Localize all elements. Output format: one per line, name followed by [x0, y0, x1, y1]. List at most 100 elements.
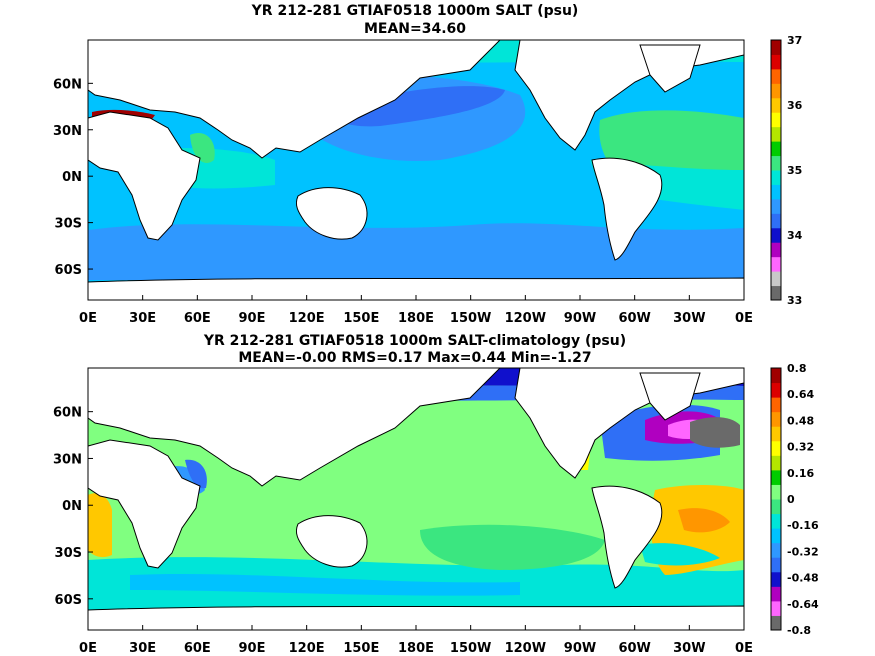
bottom-colorbar-swatch — [771, 557, 781, 573]
bottom-colorbar-label: -0.48 — [787, 572, 819, 585]
top-colorbar-label: 36 — [787, 99, 803, 112]
top-arabian — [190, 132, 215, 163]
top-ytick-label: 60S — [55, 263, 82, 278]
bottom-xtick-label: 0E — [79, 641, 97, 656]
top-colorbar-swatch — [771, 198, 781, 214]
top-xtick-label: 90E — [239, 311, 266, 326]
bottom-colorbar-swatch — [771, 528, 781, 544]
top-title: YR 212-281 GTIAF0518 1000m SALT (psu) — [251, 3, 579, 19]
top-colorbar-swatch — [771, 141, 781, 157]
bottom-colorbar-swatch — [771, 499, 781, 515]
bottom-colorbar-frame — [770, 367, 782, 631]
bottom-colorbar-swatch — [771, 542, 781, 558]
top-xtick-label: 150W — [450, 311, 491, 326]
bottom-colorbar-label: 0.32 — [787, 441, 814, 454]
bottom-colorbar-label: -0.64 — [787, 598, 819, 611]
top-antarctica — [88, 277, 744, 300]
top-xtick-label: 0E — [735, 311, 753, 326]
bottom-colorbar: 0.8 0.64 0.48 0.32 0.16 0 -0.16 -0.32 -0.48 -0.64… — [770, 362, 819, 637]
top-colorbar-swatch — [771, 68, 781, 84]
bottom-colorbar-label: -0.32 — [787, 545, 819, 558]
bottom-colorbar-label: 0.8 — [787, 362, 807, 375]
top-xtick-label: 0E — [79, 311, 97, 326]
top-colorbar-swatch — [771, 184, 781, 200]
bottom-y-ticks: 60N 30N 0N 30S 60S — [53, 406, 93, 608]
top-colorbar-label: 35 — [787, 164, 802, 177]
top-xtick-label: 30W — [673, 311, 705, 326]
bottom-antarctica — [88, 605, 744, 630]
bottom-xtick-label: 150W — [450, 641, 491, 656]
bottom-south-america — [591, 485, 663, 589]
top-xtick-label: 150E — [343, 311, 379, 326]
top-colorbar-swatch — [771, 126, 781, 142]
bottom-colorbar-label: -0.16 — [787, 519, 819, 532]
bottom-subtitle: MEAN=-0.00 RMS=0.17 Max=0.44 Min=-1.27 — [238, 350, 591, 366]
top-xtick-label: 60E — [184, 311, 211, 326]
top-colorbar-swatch — [771, 170, 781, 185]
bottom-panel: YR 212-281 GTIAF0518 1000m SALT-climatol… — [53, 333, 819, 656]
bottom-colorbar-label: 0 — [787, 493, 795, 506]
top-x-ticks: 0E 30E 60E 90E 120E 150E 180E 150W 120W 90W 60W 30W… — [79, 295, 753, 326]
top-subtitle: MEAN=34.60 — [364, 21, 466, 37]
top-colorbar-swatch — [771, 155, 781, 171]
top-colorbar-swatch — [771, 227, 781, 243]
top-xtick-label: 60W — [618, 311, 650, 326]
bottom-land — [88, 368, 744, 630]
top-xtick-label: 30E — [129, 311, 156, 326]
top-australia — [295, 187, 368, 240]
bottom-arabian-blue — [185, 459, 207, 489]
top-ytick-label: 60N — [53, 77, 82, 92]
top-y-ticks: 60N 30N 0N 30S 60S — [53, 77, 93, 278]
top-xtick-label: 180E — [398, 311, 434, 326]
top-colorbar-swatch — [771, 112, 781, 128]
top-greenland — [639, 44, 701, 93]
top-africa — [88, 111, 201, 241]
bottom-ytick-label: 60S — [55, 593, 82, 608]
bottom-xtick-label: 0E — [735, 641, 753, 656]
bottom-colorbar-swatch — [771, 426, 781, 442]
bottom-africa — [88, 439, 201, 569]
bottom-title: YR 212-281 GTIAF0518 1000m SALT-climatol… — [203, 333, 626, 349]
bottom-xtick-label: 90W — [564, 641, 596, 656]
bottom-ytick-label: 60N — [53, 406, 82, 421]
bottom-ytick-label: 30N — [53, 452, 82, 467]
top-colorbar-swatch — [771, 256, 781, 272]
top-panel: YR 212-281 GTIAF0518 1000m SALT (psu) ME… — [53, 3, 803, 326]
bottom-s-atlantic-teal — [640, 543, 720, 566]
top-north-america — [514, 40, 744, 151]
top-southern-band — [88, 223, 744, 280]
bottom-ytick-label: 0N — [62, 499, 82, 514]
bottom-xtick-label: 180E — [398, 641, 434, 656]
bottom-xtick-label: 90E — [239, 641, 266, 656]
top-colorbar-label: 34 — [787, 229, 803, 242]
top-colorbar-swatch — [771, 213, 781, 229]
top-colorbar: 37 36 35 34 33 — [770, 34, 803, 307]
top-xtick-label: 90W — [564, 311, 596, 326]
top-colorbar-label: 37 — [787, 34, 802, 47]
top-colorbar-swatch — [771, 54, 781, 70]
bottom-xtick-label: 30W — [673, 641, 705, 656]
top-north-pacific-tongue — [330, 86, 505, 127]
bottom-colorbar-swatch — [771, 571, 781, 587]
bottom-greenland — [639, 372, 701, 421]
top-xtick-label: 120E — [289, 311, 325, 326]
bottom-xtick-label: 60W — [618, 641, 650, 656]
bottom-colorbar-swatch — [771, 440, 781, 456]
bottom-colorbar-label: 0.64 — [787, 388, 814, 401]
bottom-e-atlantic-orange — [678, 508, 730, 533]
bottom-colorbar-swatch — [771, 368, 781, 384]
bottom-xtick-label: 120W — [505, 641, 546, 656]
bottom-colorbar-swatch — [771, 455, 781, 471]
top-colorbar-swatch — [771, 271, 781, 287]
bottom-ytick-label: 30S — [55, 546, 82, 561]
bottom-colorbar-swatch — [771, 586, 781, 602]
bottom-colorbar-label: 0.16 — [787, 467, 814, 480]
top-map — [88, 40, 744, 300]
top-eurasia — [88, 40, 501, 159]
top-ytick-label: 30N — [53, 124, 82, 139]
top-ytick-label: 0N — [62, 170, 82, 185]
bottom-australia — [295, 515, 368, 568]
top-land — [88, 40, 744, 300]
bottom-colorbar-swatch — [771, 397, 781, 413]
